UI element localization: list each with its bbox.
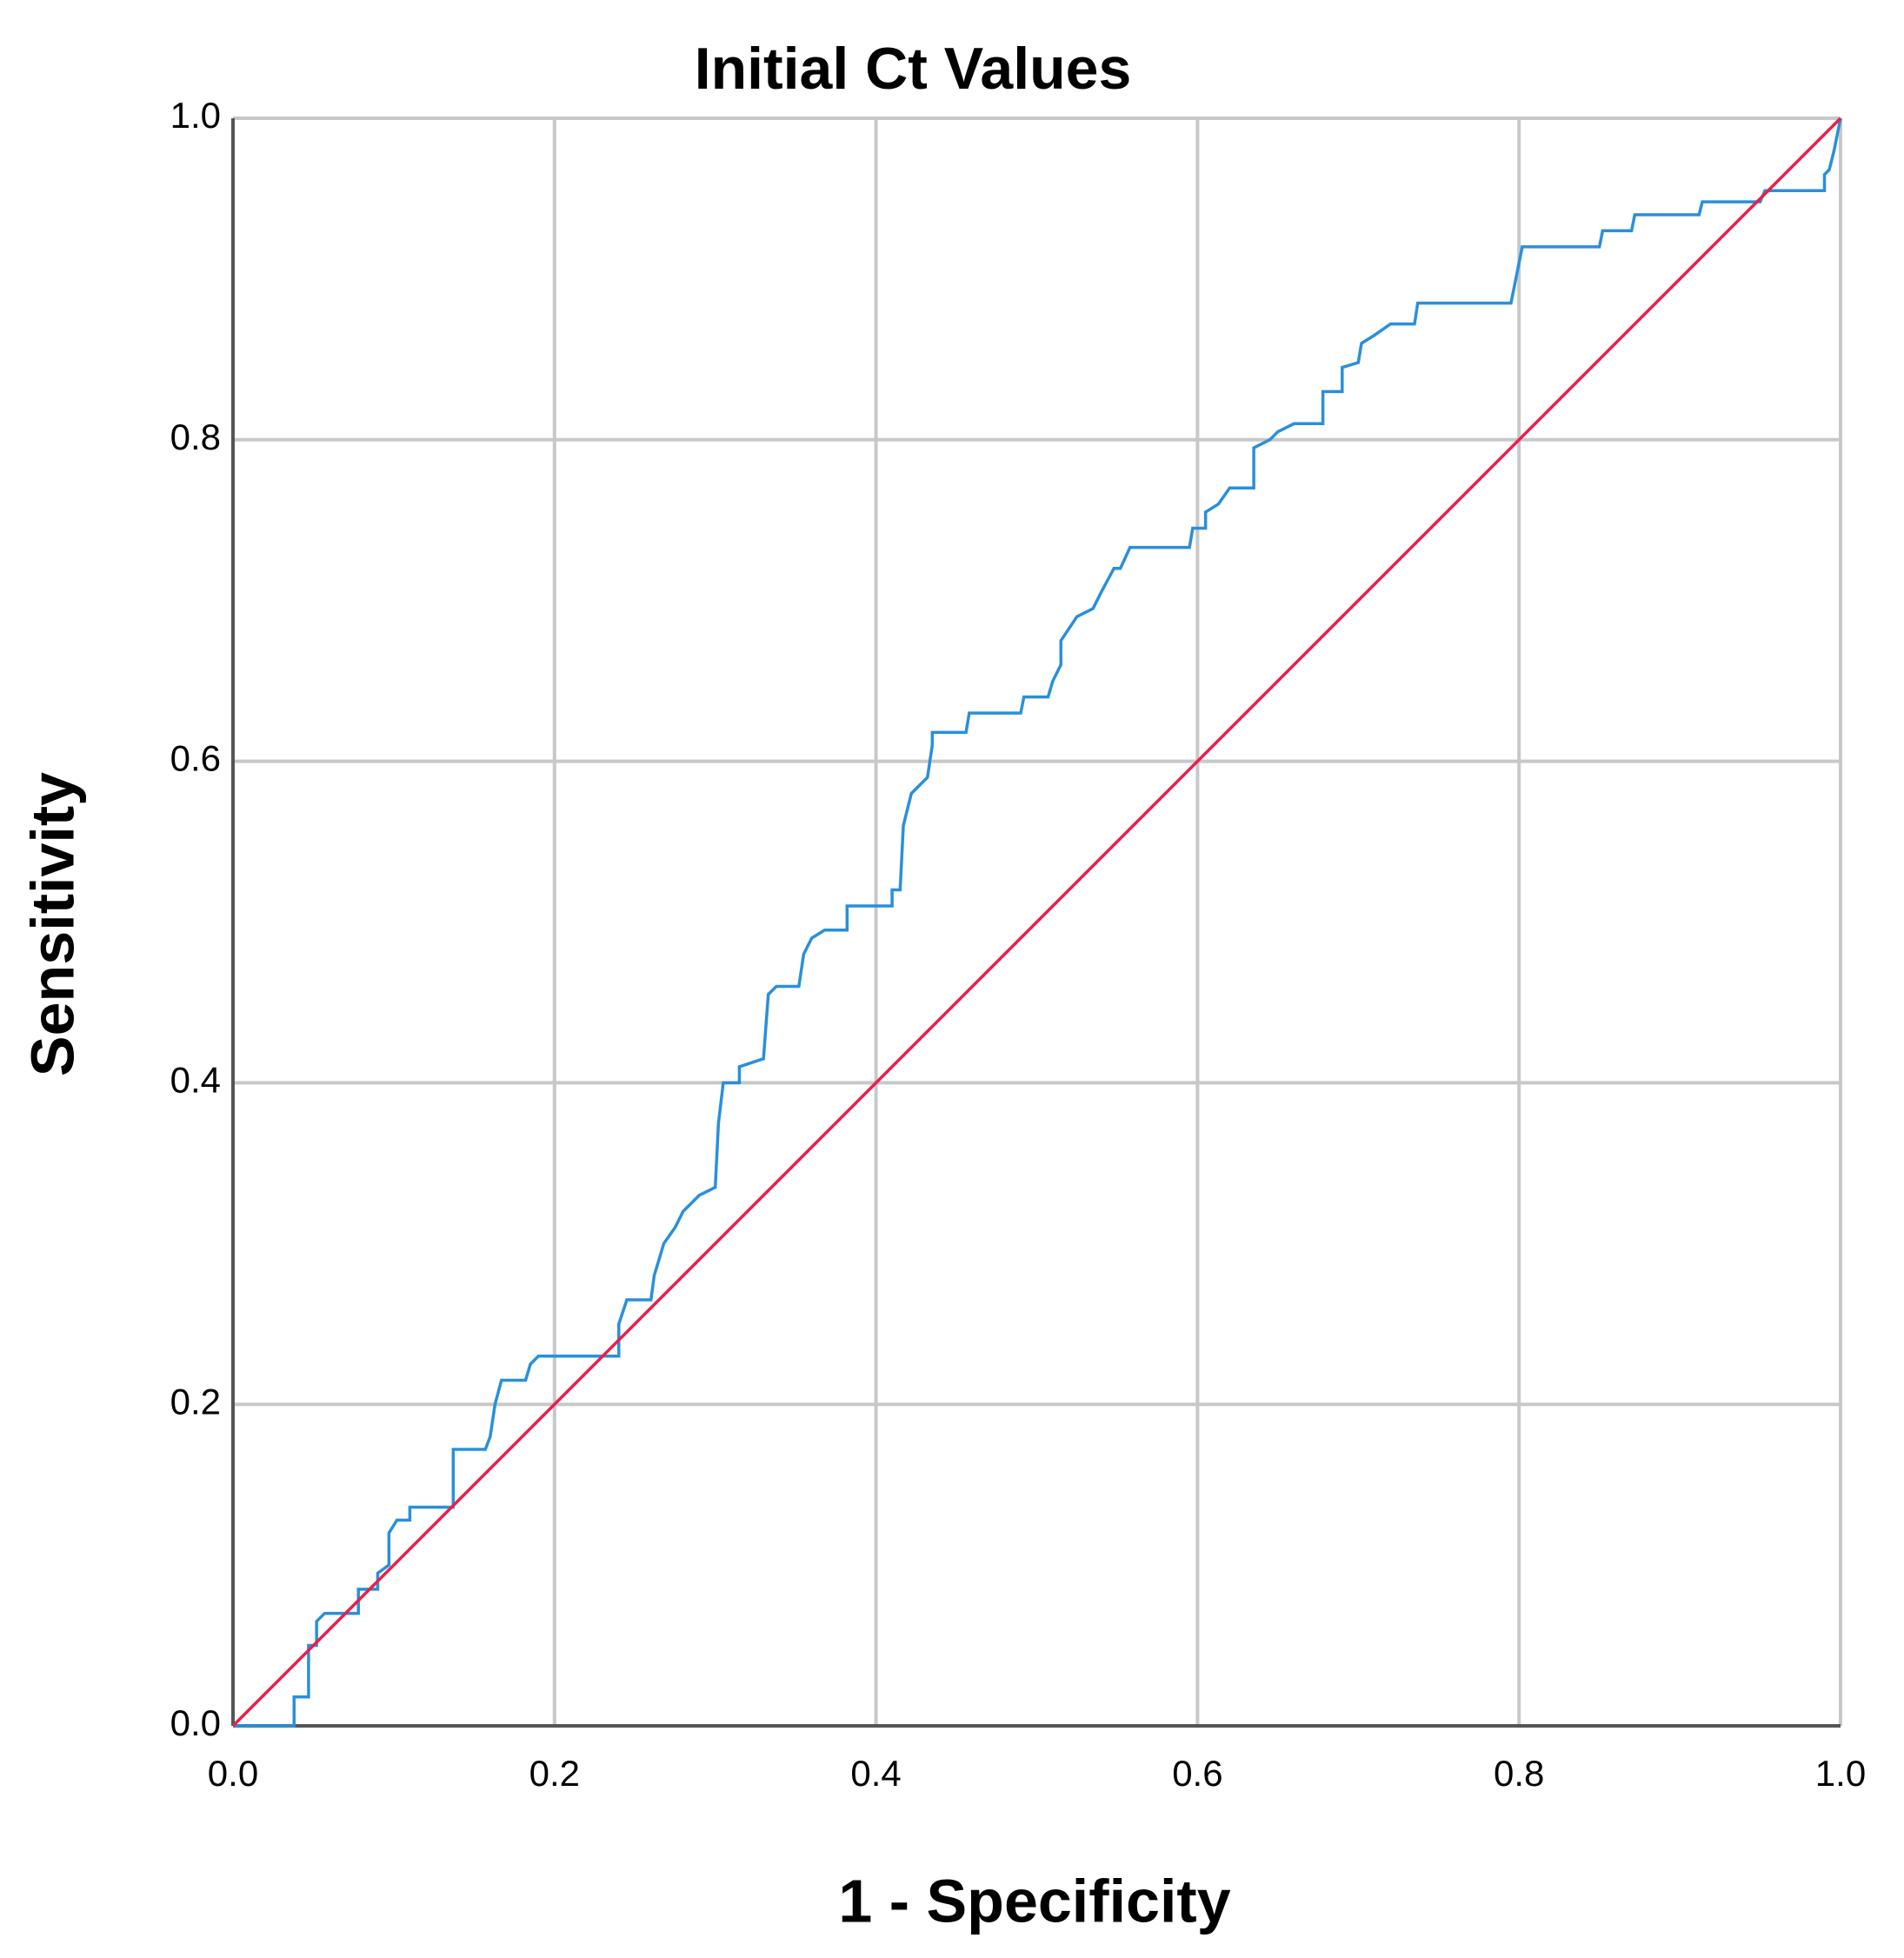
x-tick-label: 0.8 [1494,1753,1544,1794]
x-tick-label: 0.0 [208,1753,258,1794]
line-series [233,117,1842,1728]
y-tick-label: 0.0 [170,1702,221,1743]
y-tick-label: 0.6 [170,738,221,779]
chart-title: Initial Ct Values [695,36,1132,102]
x-tick-label: 0.4 [850,1753,901,1794]
x-axis-label: 1 - Specificity [838,1867,1230,1935]
y-tick-label: 0.8 [170,416,221,457]
line-series [231,117,1842,1728]
y-tick-label: 0.2 [170,1381,221,1422]
y-axis-label: Sensitivity [18,772,86,1076]
y-tick-label: 0.4 [170,1059,221,1100]
y-tick-label: 1.0 [170,95,221,136]
x-tick-label: 0.6 [1172,1753,1222,1794]
x-tick-label: 1.0 [1815,1753,1866,1794]
x-tick-label: 0.2 [529,1753,580,1794]
